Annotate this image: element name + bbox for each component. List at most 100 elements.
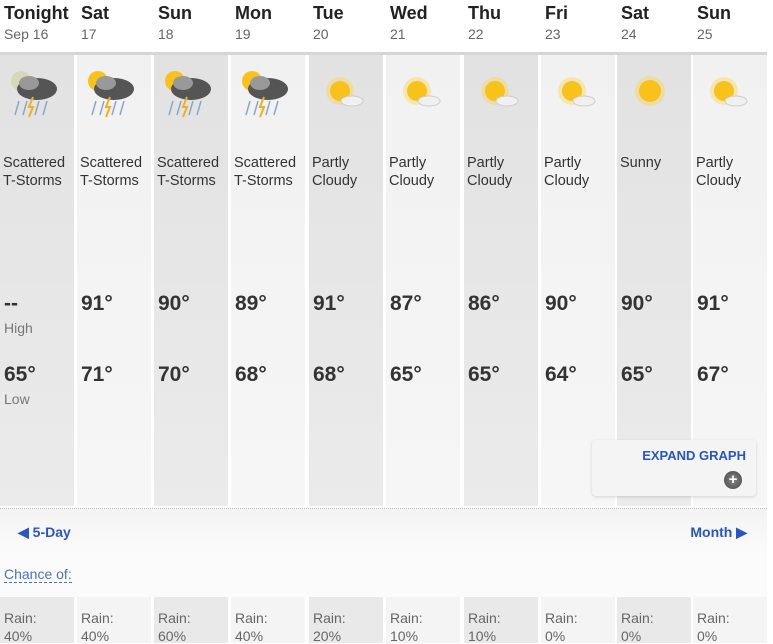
high-temp: 90° [621,292,653,315]
night-tstorm-icon [5,67,61,119]
low-temp: 71° [81,363,113,386]
rain-value: 40% [81,628,110,644]
condition-line: Cloudy [544,173,590,189]
condition: Partly Cloudy [467,154,512,190]
five-day-link[interactable]: ◀ 5-Day [18,524,71,540]
condition: Scattered T-Storms [234,154,296,190]
low-temp: 70° [158,363,190,386]
high-temp: 91° [81,292,113,315]
condition-line: T-Storms [80,173,139,189]
day-date: 24 [621,26,637,42]
low-temp: 65° [468,363,500,386]
rain-chance: Rain: 60% [154,597,228,644]
rain-label: Rain: [697,610,730,626]
rain-value: 10% [390,628,419,644]
low-temp: 65° [621,363,653,386]
rain-label: Rain: [545,610,578,626]
day-name: Sat [621,3,650,23]
rain-value: 60% [158,628,187,644]
plus-icon: + [724,471,742,489]
rain-label: Rain: [81,610,114,626]
condition-line: Partly [312,155,350,171]
rain-value: 0% [545,628,566,644]
sunny-icon [622,67,678,119]
day-tstorm-icon [159,67,215,119]
condition-line: Cloudy [312,173,358,189]
partly-cloudy-icon [469,67,525,119]
day-column[interactable]: Partly Cloudy 90° 64° [541,55,615,506]
condition-line: Cloudy [696,173,742,189]
day-column[interactable]: Scattered T-Storms 89° 68° [231,55,305,506]
day-column[interactable]: Scattered T-Storms -- High 65° Low [0,55,74,506]
rain-chance: Rain: 20% [309,597,383,644]
rain-value: 40% [235,628,264,644]
low-temp: 65° [390,363,422,386]
day-tstorm-icon [236,67,292,119]
high-temp: 91° [313,292,345,315]
day-date: 18 [158,26,174,42]
rain-chance: Rain: 0% [693,597,767,644]
condition-line: Cloudy [389,173,435,189]
day-tstorm-icon [82,67,138,119]
partly-cloudy-icon [314,67,370,119]
condition: Scattered T-Storms [80,154,142,190]
rain-chance: Rain: 0% [541,597,615,644]
day-column[interactable]: Sunny 90° 65° [617,55,691,506]
rain-chance: Rain: 10% [386,597,460,644]
day-name: Sat [81,3,110,23]
day-column[interactable]: Partly Cloudy 86° 65° [464,55,538,506]
rain-value: 20% [313,628,342,644]
day-column[interactable]: Partly Cloudy 91° 67° [693,55,767,506]
low-label: Low [4,391,30,407]
day-date: 20 [313,26,329,42]
day-date: Sep 16 [4,26,49,42]
day-date: 19 [235,26,251,42]
high-temp: 91° [697,292,729,315]
rain-chance: Rain: 10% [464,597,538,644]
day-column[interactable]: Scattered T-Storms 91° 71° [77,55,151,506]
day-date: 25 [697,26,713,42]
condition: Scattered T-Storms [157,154,219,190]
day-name: Sun [158,3,192,23]
high-label: High [4,320,33,336]
high-temp: -- [4,292,18,315]
condition: Scattered T-Storms [3,154,65,190]
day-column[interactable]: Partly Cloudy 87° 65° [386,55,460,506]
low-temp: 68° [235,363,267,386]
low-temp: 68° [313,363,345,386]
rain-value: 0% [697,628,718,644]
condition: Partly Cloudy [389,154,434,190]
day-column[interactable]: Scattered T-Storms 90° 70° [154,55,228,506]
month-link[interactable]: Month ▶ [690,524,747,540]
condition-line: Partly [544,155,582,171]
chance-of-row: Chance of: [0,553,767,597]
low-temp: 65° [4,363,36,386]
rain-value: 40% [4,628,33,644]
day-date: 23 [545,26,561,42]
rain-label: Rain: [390,610,423,626]
partly-cloudy-icon [546,67,602,119]
day-date: 17 [81,26,97,42]
expand-graph-label: EXPAND GRAPH [642,448,746,463]
rain-label: Rain: [468,610,501,626]
high-temp: 90° [545,292,577,315]
day-name: Wed [390,3,428,23]
day-column[interactable]: Partly Cloudy 91° 68° [309,55,383,506]
day-header-row: Tonight Sep 16 Sat 17 Sun 18 Mon 19 Tue 20 Wed 21 Th… [0,0,767,55]
rain-label: Rain: [158,610,191,626]
rain-value: 0% [621,628,642,644]
low-temp: 67° [697,363,729,386]
condition-line: Scattered [157,155,220,171]
condition-line: Sunny [620,155,662,171]
high-temp: 86° [468,292,500,315]
rain-label: Rain: [621,610,654,626]
condition-line: Scattered [3,155,66,171]
rain-label: Rain: [235,610,268,626]
expand-graph-button[interactable]: EXPAND GRAPH + [592,440,756,496]
rain-label: Rain: [4,610,37,626]
condition: Partly Cloudy [312,154,357,190]
day-name: Tonight [4,3,69,23]
chance-of-link[interactable]: Chance of: [4,566,72,583]
condition-line: Partly [467,155,505,171]
rain-value: 10% [468,628,497,644]
